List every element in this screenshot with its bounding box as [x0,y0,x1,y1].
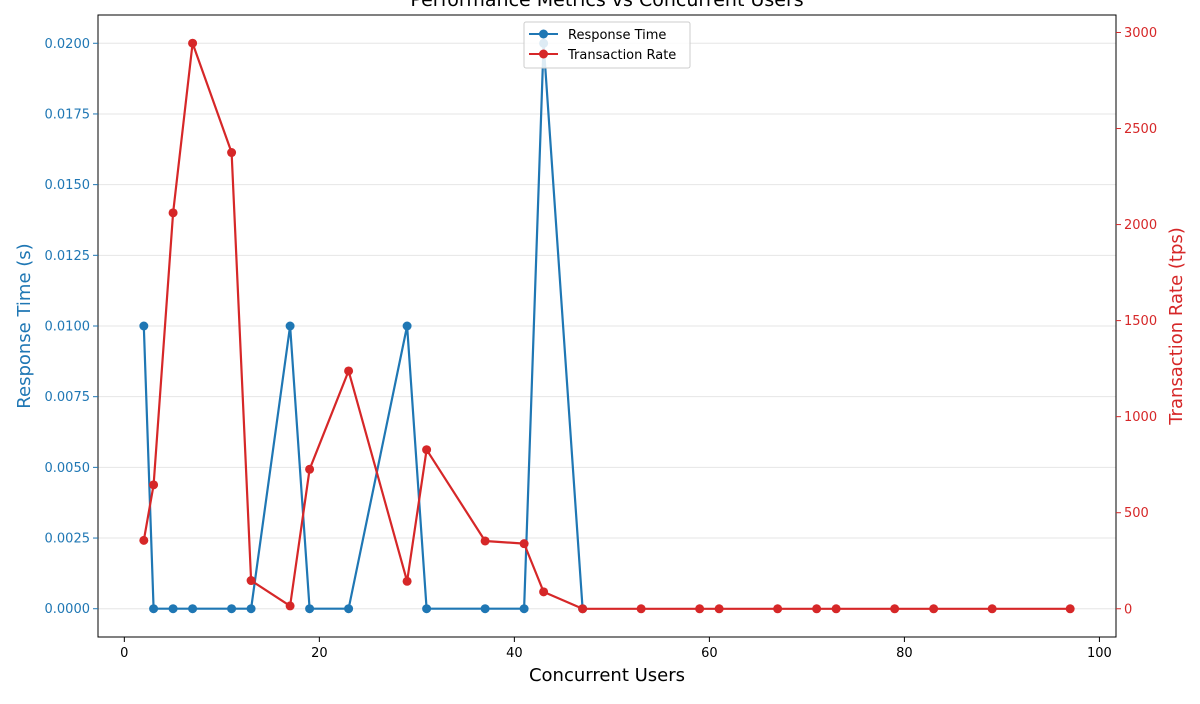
left-y-tick-label: 0.0150 [45,178,91,193]
legend-box [523,21,691,69]
left-y-tick-label: 0.0075 [45,390,91,405]
response-time-point [480,604,490,614]
transaction-rate-point [636,604,646,614]
right-y-tick-label: 0 [1124,602,1132,617]
response-time-point [168,604,178,614]
right-y-tick-label: 2500 [1124,122,1157,137]
response-time-point [285,321,295,331]
transaction-rate-point [987,604,997,614]
x-axis-label: Concurrent Users [529,665,685,686]
response-time-point [139,321,149,331]
transaction-rate-point [344,366,354,376]
left-y-axis-label: Response Time (s) [14,243,35,408]
response-time-point [305,604,315,614]
left-y-tick-label: 0.0125 [45,249,91,264]
transaction-rate-point [539,587,549,597]
right-y-tick-label: 1500 [1124,314,1157,329]
transaction-rate-point [227,148,237,158]
transaction-rate-point [831,604,841,614]
grid-lines [98,42,1116,610]
legend-label-response-time: Response Time [568,28,666,43]
left-y-tick-label: 0.0200 [45,37,91,52]
x-tick-label: 100 [1087,646,1112,661]
transaction-rate-point [285,601,295,611]
response-time-point [227,604,237,614]
transaction-rate-point [246,576,256,586]
legend-marker-response-time [539,29,548,39]
transaction-rate-point [480,536,490,546]
x-tick-label: 0 [120,646,128,661]
right-y-tick-label: 3000 [1124,26,1157,41]
right-y-tick-label: 1000 [1124,410,1157,425]
response-time-point [149,604,159,614]
response-time-point [344,604,354,614]
response-time-point [246,604,256,614]
x-tick-label: 80 [896,646,913,661]
response-time-point [188,604,198,614]
transaction-rate-point [812,604,822,614]
x-tick-label: 20 [311,646,328,661]
right-y-tick-label: 2000 [1124,218,1157,233]
legend: Response Time Transaction Rate [523,21,691,69]
response-time-point [519,604,529,614]
transaction-rate-point [139,535,149,545]
transaction-rate-point [578,604,588,614]
response-time-point [422,604,432,614]
left-y-tick-label: 0.0050 [45,461,91,476]
axes: 0.0000 0.0025 0.0050 0.0075 0.0100 0.0125 0.01… [45,26,1158,661]
transaction-rate-point [519,539,529,549]
transaction-rate-point [149,480,159,490]
transaction-rate-point [402,576,412,586]
series-layer [139,38,1075,614]
legend-label-transaction-rate: Transaction Rate [567,48,676,63]
left-y-tick-label: 0.0100 [45,320,91,335]
right-y-axis-label: Transaction Rate (tps) [1166,227,1187,426]
transaction-rate-point [890,604,900,614]
x-tick-label: 40 [506,646,523,661]
transaction-rate-point [714,604,724,614]
transaction-rate-point [1065,604,1075,614]
transaction-rate-point [773,604,783,614]
x-tick-label: 60 [701,646,718,661]
transaction-rate-point [929,604,939,614]
transaction-rate-point [168,208,178,218]
left-y-tick-label: 0.0025 [45,532,91,547]
left-y-tick-label: 0.0175 [45,107,91,122]
left-y-tick-label: 0.0000 [45,602,91,617]
transaction-rate-point [305,464,315,474]
right-y-tick-label: 500 [1124,506,1149,521]
chart-title: Performance Metrics vs Concurrent Users [410,0,803,11]
transaction-rate-point [188,38,198,48]
transaction-rate-point [422,445,432,455]
legend-marker-transaction-rate [539,49,548,59]
transaction-rate-point [695,604,705,614]
response-time-point [402,321,412,331]
